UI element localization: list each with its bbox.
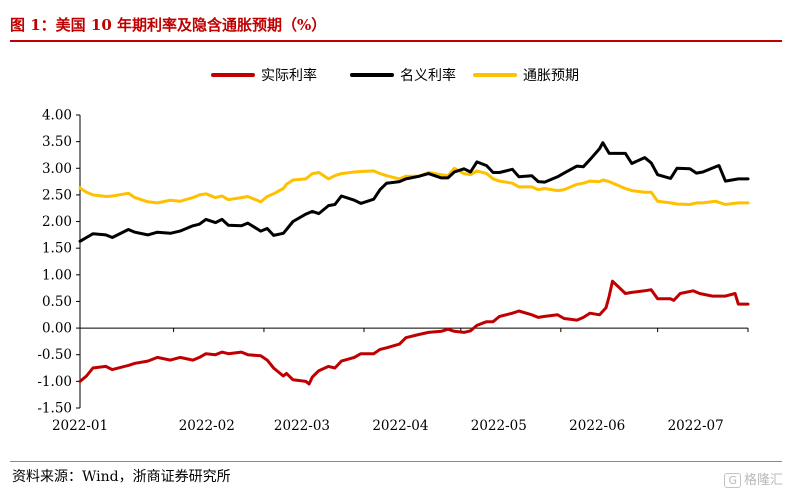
y-tick-label: 2.50 (42, 187, 72, 203)
source-note: 资料来源：Wind，浙商证券研究所 (12, 469, 231, 485)
y-tick-label: -1.00 (37, 374, 72, 390)
legend-label-2: 通胀预期 (523, 68, 579, 84)
x-tick-label: 2022-06 (569, 418, 625, 434)
series-line-2 (78, 166, 750, 206)
x-tick-label: 2022-07 (668, 418, 724, 434)
chart-axes: 4.00 3.50 3.00 2.50 2.00 1.50 1.00 0.50 0.00 -0.5… (37, 108, 749, 434)
legend-label-1: 名义利率 (400, 67, 456, 84)
series-line-1 (78, 141, 750, 243)
line-chart: 实际利率 名义利率 通胀预期 4.00 3.50 3.00 2.50 2.00 1.50 1.0… (37, 67, 750, 434)
y-tick-label: 3.00 (42, 161, 72, 177)
y-tick-label: 3.50 (42, 134, 72, 150)
watermark: G 格隆汇 (724, 469, 783, 488)
y-tick-label: 0.50 (42, 294, 72, 310)
legend-label-0: 实际利率 (261, 67, 317, 84)
chart-title: 图 1：美国 10 年期利率及隐含通胀预期（%） (10, 16, 327, 34)
x-tick-label: 2022-03 (274, 418, 330, 434)
chart-legend: 实际利率 名义利率 通胀预期 (211, 67, 579, 84)
watermark-logo-icon: G (724, 473, 741, 488)
y-tick-label: 1.50 (42, 241, 72, 257)
series-line-0 (78, 279, 750, 386)
y-tick-label: 2.00 (42, 214, 72, 230)
x-tick-label: 2022-01 (52, 418, 108, 434)
x-tick-label: 2022-04 (372, 418, 428, 434)
x-tick-label: 2022-02 (179, 418, 235, 434)
y-tick-label: -1.50 (37, 401, 72, 417)
y-tick-label: 0.00 (42, 321, 72, 337)
watermark-text: 格隆汇 (743, 473, 783, 488)
y-tick-label: -0.50 (37, 347, 72, 363)
series-layer (78, 141, 750, 386)
y-tick-label: 1.00 (42, 267, 72, 283)
source-divider (10, 461, 782, 462)
title-divider (10, 40, 782, 42)
y-tick-label: 4.00 (42, 108, 72, 124)
x-tick-label: 2022-05 (471, 418, 527, 434)
